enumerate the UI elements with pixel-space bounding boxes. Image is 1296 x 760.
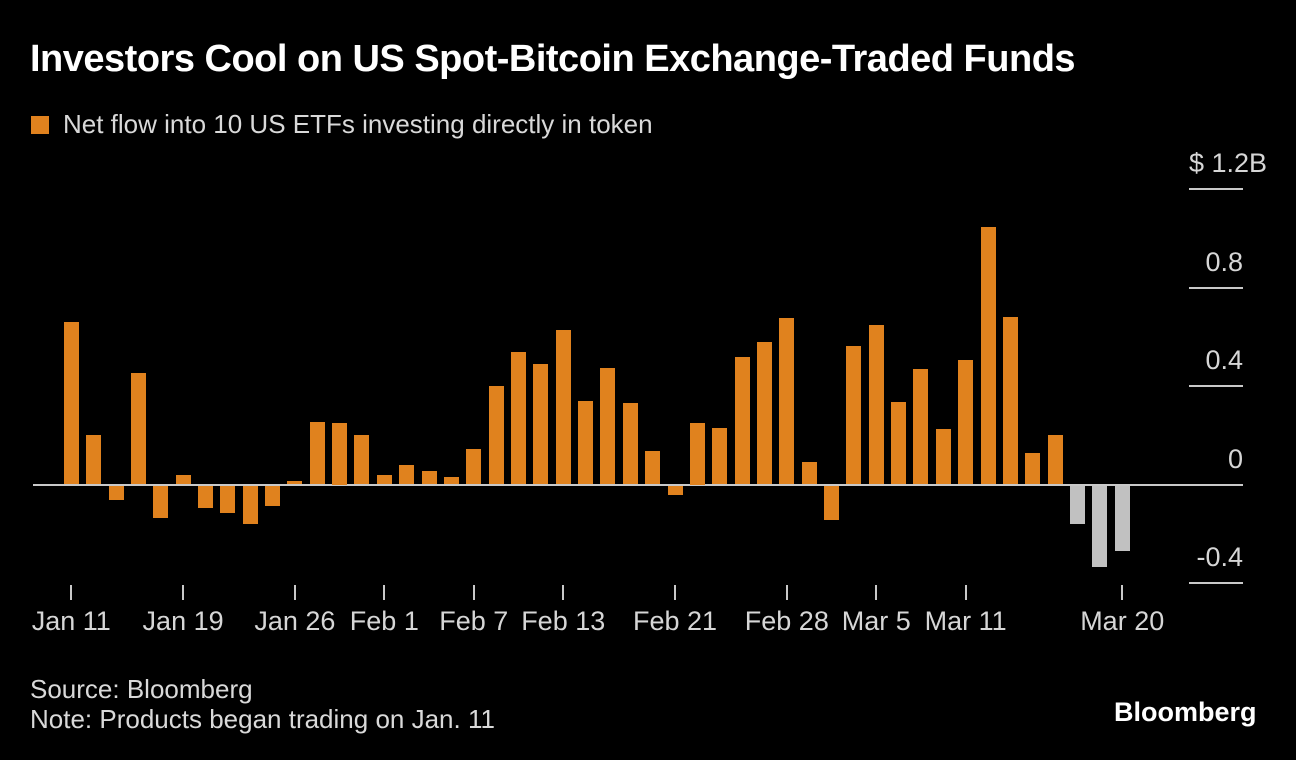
bar-jan-25 (265, 486, 281, 506)
x-axis-tick (674, 585, 677, 600)
legend-swatch-icon (31, 115, 49, 134)
bar-feb-13 (555, 329, 571, 485)
x-axis-label: Feb 1 (349, 606, 419, 636)
bar-feb-28 (779, 318, 795, 485)
x-axis-tick (293, 585, 296, 600)
bar-feb-1 (376, 474, 392, 485)
bar-feb-6 (443, 477, 459, 485)
x-axis-tick (383, 585, 386, 600)
y-axis-tick (1189, 286, 1243, 289)
bar-mar-5 (868, 324, 884, 485)
x-axis-label: Jan 26 (254, 606, 336, 636)
bar-feb-20 (645, 451, 661, 485)
bar-mar-12 (980, 227, 996, 485)
bar-mar-20 (1114, 486, 1130, 552)
bar-jan-16 (108, 486, 124, 500)
y-axis-label: 0.8 (1205, 246, 1243, 277)
trading-note: Note: Products began trading on Jan. 11 (30, 704, 495, 734)
x-axis-label: Feb 28 (744, 606, 829, 636)
bar-feb-15 (600, 367, 616, 485)
bar-feb-14 (578, 400, 594, 485)
x-axis-tick (70, 585, 73, 600)
bar-mar-8 (935, 429, 951, 485)
bar-jan-23 (220, 486, 236, 514)
x-axis-label: Mar 11 (924, 606, 1007, 636)
footer-notes: Source: Bloomberg Note: Products began t… (30, 674, 495, 734)
bar-jan-29 (309, 421, 325, 485)
bar-mar-6 (891, 402, 907, 485)
bar-mar-14 (1025, 452, 1041, 485)
y-axis-label: $ 1.2B (1188, 148, 1267, 179)
bar-feb-27 (756, 341, 772, 485)
bar-jan-19 (175, 474, 191, 485)
y-axis-tick (1189, 385, 1243, 388)
bar-jan-22 (197, 486, 213, 509)
bar-mar-15 (1047, 435, 1063, 485)
x-axis-label: Jan 19 (142, 606, 224, 636)
bar-jan-11 (63, 322, 79, 485)
bar-feb-7 (466, 448, 482, 485)
bar-feb-16 (622, 403, 638, 485)
x-axis-tick (785, 585, 788, 600)
bar-jan-17 (130, 372, 146, 485)
bar-feb-22 (689, 423, 705, 485)
bar-mar-7 (913, 368, 929, 485)
x-axis-label: Feb 7 (439, 606, 509, 636)
bar-jan-26 (287, 480, 303, 485)
x-axis-tick (182, 585, 185, 600)
bar-feb-12 (533, 363, 549, 485)
bar-mar-1 (824, 486, 840, 521)
bar-feb-29 (801, 462, 817, 485)
x-axis-label: Jan 11 (31, 606, 111, 636)
bar-jan-24 (242, 486, 258, 525)
bar-jan-18 (153, 486, 169, 518)
y-axis-label: 0 (1227, 443, 1243, 474)
bar-feb-9 (511, 351, 526, 485)
bar-feb-21 (667, 486, 683, 495)
bar-feb-2 (399, 464, 415, 485)
x-axis-tick (875, 585, 878, 600)
bar-jan-31 (354, 435, 370, 485)
x-axis-label: Mar 5 (841, 606, 911, 636)
y-axis-tick (1189, 581, 1243, 584)
x-axis-tick (1121, 585, 1124, 600)
source-note: Source: Bloomberg (30, 674, 253, 704)
bar-mar-13 (1002, 317, 1018, 485)
x-axis-label: Feb 13 (521, 606, 606, 636)
x-axis-label: Feb 21 (632, 606, 718, 636)
y-axis-label: 0.4 (1205, 345, 1243, 376)
bar-feb-23 (712, 427, 728, 485)
y-axis-label: -0.4 (1196, 541, 1243, 572)
y-axis-tick (1189, 188, 1243, 191)
legend: Net flow into 10 US ETFs investing direc… (31, 109, 653, 140)
bar-feb-5 (421, 470, 437, 485)
bar-mar-4 (846, 345, 862, 485)
bar-jan-12 (86, 435, 102, 485)
bar-feb-8 (488, 386, 504, 485)
bar-feb-26 (734, 356, 750, 485)
chart-title: Investors Cool on US Spot-Bitcoin Exchan… (30, 38, 1076, 80)
bar-jan-30 (332, 423, 348, 485)
x-axis-tick (562, 585, 565, 600)
bloomberg-logo: Bloomberg (1114, 697, 1257, 727)
bar-mar-11 (958, 360, 974, 485)
x-axis-tick (964, 585, 967, 600)
legend-label: Net flow into 10 US ETFs investing direc… (63, 109, 653, 139)
bar-mar-18 (1070, 486, 1085, 525)
bar-mar-19 (1092, 486, 1108, 568)
x-axis-tick (472, 585, 475, 600)
x-axis-baseline (33, 483, 1243, 486)
x-axis-label: Mar 20 (1080, 606, 1165, 636)
